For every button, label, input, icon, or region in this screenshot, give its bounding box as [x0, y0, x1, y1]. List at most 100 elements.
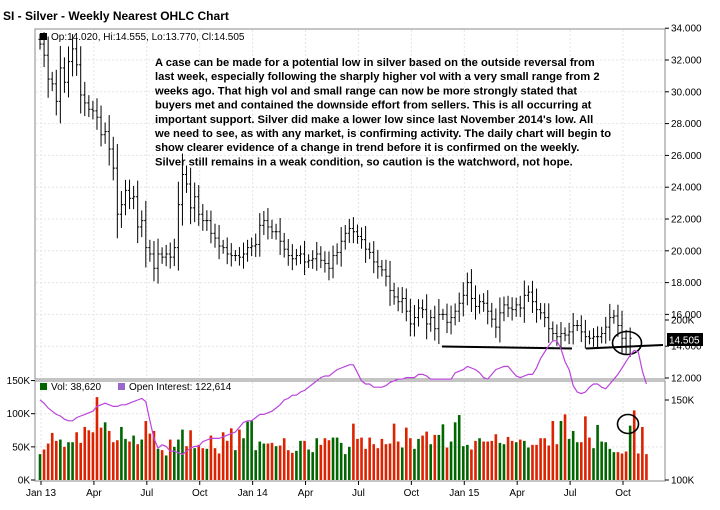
ohlc-bar: [75, 37, 79, 76]
ohlc-bar: [107, 115, 111, 166]
volume-bar: [75, 432, 78, 480]
date-tick-label: Apr: [86, 488, 102, 499]
ohlc-bar: [534, 288, 539, 323]
volume-bar: [433, 434, 437, 480]
ohlc-bar: [384, 259, 388, 287]
volume-bar: [409, 438, 412, 480]
ohlc-bar: [140, 210, 144, 238]
price-tick-label: 22.000: [671, 215, 702, 226]
ohlc-bar: [233, 250, 237, 262]
volume-bar: [311, 452, 314, 480]
oi-tick-label: 200K: [671, 316, 695, 327]
ohlc-bar: [591, 328, 596, 347]
volume-bar: [327, 440, 331, 480]
ohlc-bar: [441, 308, 445, 320]
volume-bar: [209, 435, 213, 480]
ohlc-bar: [184, 165, 189, 193]
volume-bar: [95, 397, 99, 480]
volume-bar: [160, 450, 164, 480]
oi-legend-swatch: [118, 383, 125, 390]
ohlc-bar: [469, 269, 474, 313]
price-tick-label: 14.000: [671, 342, 702, 353]
ohlc-bar: [526, 285, 530, 302]
volume-bar: [79, 442, 82, 480]
volume-bar: [295, 450, 298, 480]
ohlc-bar: [119, 191, 123, 228]
volume-bar: [38, 454, 42, 480]
volume-tick-label: 100K: [7, 409, 31, 420]
volume-bar: [571, 430, 575, 480]
price-tick-label: 24.000: [671, 183, 702, 194]
volume-bar: [132, 435, 135, 480]
ohlc-bar: [103, 122, 107, 144]
volume-bar: [592, 448, 595, 480]
ohlc-bar: [457, 292, 461, 322]
ohlc-bar: [482, 293, 486, 312]
volume-bar: [307, 449, 310, 480]
ohlc-bar: [54, 69, 58, 116]
ohlc-bar: [83, 81, 87, 117]
annotation-line: weeks ago. That high vol and small range…: [154, 85, 577, 97]
ohlc-bar: [95, 98, 99, 130]
volume-bar: [486, 441, 489, 480]
ohlc-bar: [197, 185, 201, 226]
open-interest-line: [39, 340, 647, 456]
price-tick-label: 28.000: [671, 119, 702, 130]
volume-bar: [445, 447, 449, 480]
ohlc-bar: [420, 299, 425, 319]
volume-bar: [120, 426, 123, 480]
annotation-line: show clearer evidence of a change in tre…: [155, 142, 579, 154]
low-circle: [611, 330, 643, 356]
volume-bar: [624, 451, 628, 480]
volume-bar: [636, 453, 640, 480]
ohlc-bar: [449, 305, 453, 335]
volume-bar: [339, 442, 343, 480]
ohlc-bar: [355, 224, 360, 244]
ohlc-bar: [250, 237, 254, 257]
volume-bar: [278, 445, 282, 480]
ohlc-bar: [205, 210, 209, 231]
ohlc-bar: [164, 244, 168, 267]
price-grid: [36, 30, 664, 378]
volume-bar: [506, 436, 510, 480]
ohlc-bar: [571, 312, 575, 345]
ohlc-bar: [111, 136, 115, 181]
volume-bar: [360, 437, 363, 480]
volume-bar: [136, 444, 139, 480]
volume-bar: [323, 438, 327, 480]
ohlc-bar: [425, 294, 429, 340]
ohlc-bar: [225, 237, 229, 265]
volume-bar: [620, 453, 624, 480]
volume-bar: [343, 454, 347, 480]
ohlc-bar: [335, 243, 339, 265]
volume-bar: [54, 440, 58, 480]
volume-bar: [262, 443, 266, 480]
volume-bar: [87, 430, 91, 480]
volume-bar: [413, 448, 416, 480]
ohlc-bar: [132, 185, 136, 210]
ohlc-bar: [176, 181, 180, 271]
ohlc-bar: [136, 180, 140, 244]
volume-axis: 0K 50K 100K 150K: [7, 376, 35, 487]
volume-bar: [498, 442, 502, 480]
volume-bar: [185, 446, 188, 480]
volume-bar: [335, 437, 339, 480]
volume-bar: [372, 444, 376, 480]
ohlc-bar: [221, 239, 225, 254]
volume-bar: [425, 431, 428, 480]
price-bars: [38, 32, 632, 357]
volume-bar: [474, 440, 477, 480]
volume-bar: [632, 410, 636, 480]
volume-bar: [600, 441, 603, 480]
volume-bar: [250, 420, 253, 480]
volume-bar: [461, 446, 465, 480]
ohlc-bar: [416, 299, 421, 327]
ohlc-bar: [286, 239, 290, 266]
volume-bar: [319, 444, 323, 480]
ohlc-bar: [522, 280, 526, 323]
volume-bar: [645, 454, 648, 480]
open-interest-axis: 100K 150K 200K: [665, 316, 695, 487]
support-line-2: [585, 344, 664, 350]
ohlc-bar: [327, 251, 331, 281]
